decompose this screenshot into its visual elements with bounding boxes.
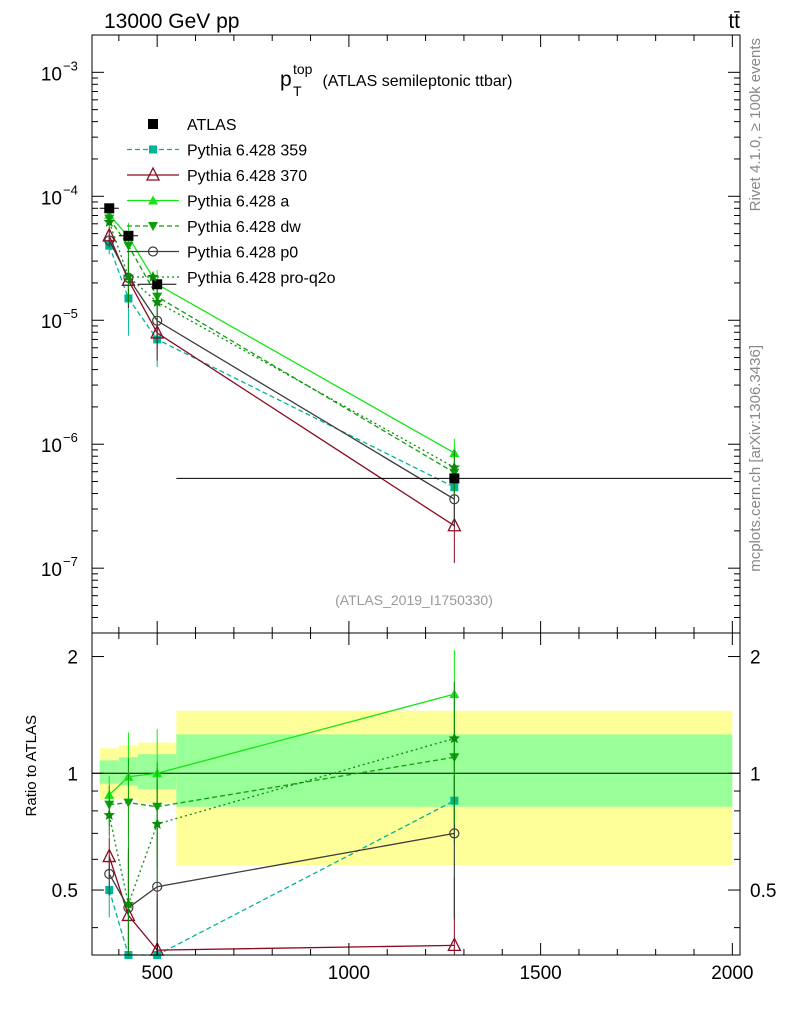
series-line [108,214,455,454]
series-ratio-line [108,693,455,796]
main-y-tick-label-base: 10 [41,560,62,581]
ratio-y-tick-label-right: 0.5 [750,881,776,902]
main-y-tick-label-exponent: −4 [63,182,78,197]
series-marker [151,818,163,829]
series-ratio-line [108,737,455,907]
band-inner-bin [99,760,119,784]
series-marker [103,216,115,227]
x-tick-label: 1500 [519,963,561,984]
series-line [108,221,455,468]
title-description: (ATLAS semileptonic ttbar) [318,73,512,90]
legend-label: Pythia 6.428 359 [187,143,307,160]
legend-entry: Pythia 6.428 pro-q2o [127,270,336,287]
series-marker [122,898,135,909]
legend-label: Pythia 6.428 370 [187,168,307,185]
data-marker [104,203,115,214]
series-marker [122,270,135,282]
main-y-tick-label-base: 10 [41,312,62,333]
data-marker [449,473,460,484]
series-marker [449,828,460,839]
ratio-plot-frame [91,632,741,956]
legend-entry: Pythia 6.428 dw [127,219,301,236]
series-marker [148,222,158,231]
main-y-tick-label-exponent: −6 [63,430,78,445]
legend: ATLAS Pythia 6.428 359 Pythia 6.428 370 Pyt… [127,117,336,287]
main-y-tick-label-base: 10 [41,188,62,209]
series-marker [147,246,159,257]
legend-label: Pythia 6.428 p0 [187,245,298,262]
data-marker [123,230,134,241]
legend-entry: ATLAS [148,117,237,134]
header-process-label: tt̄ [728,10,740,33]
x-tick-label: 2000 [711,963,753,984]
data-marker [148,119,158,129]
analysis-id-label: (ATLAS_2019_I1750330) [335,592,493,608]
series-marker [447,517,462,532]
series-ratio-line [109,756,455,808]
legend-label: Pythia 6.428 dw [187,219,301,236]
legend-entry: Pythia 6.428 p0 [127,245,298,262]
data-marker [152,279,163,290]
title-subscript: T [293,83,302,99]
ratio-y-tick-label-right: 1 [750,764,761,785]
legend-entry: Pythia 6.428 359 [127,143,307,160]
title-p: p [280,68,292,91]
legend-label: Pythia 6.428 pro-q2o [187,270,336,287]
series-ratio-line [108,832,455,909]
main-y-tick-label-base: 10 [41,64,62,85]
series-marker [147,271,159,282]
mcplots-label: mcplots.cern.ch [arXiv:1306.3436] [747,345,764,572]
ratio-y-tick-label-left: 1 [67,764,78,785]
series-marker [151,296,163,307]
ratio-axis-label: Ratio to ATLAS [23,715,40,816]
series-marker [104,235,115,246]
data-uncertainty-bands [99,710,733,866]
legend-entry: Pythia 6.428 370 [127,166,307,185]
series-marker [123,241,134,251]
series-ratio-5 [103,681,460,955]
plot-title: p top T (ATLAS semileptonic ttbar) [280,61,512,99]
title-superscript: top [293,61,313,77]
series-marker [447,936,462,952]
legend-label: Pythia 6.428 a [187,194,289,211]
ratio-y-tick-label-right: 2 [750,648,761,669]
series-line [108,245,455,488]
series-ratio-line [108,856,455,951]
main-y-tick-label-exponent: −5 [63,306,78,321]
series-line [108,240,455,500]
ratio-y-tick-label-left: 2 [67,648,78,669]
ratio-y-tick-label-left: 0.5 [52,881,78,902]
series-marker [448,732,460,744]
main-y-tick-label-exponent: −3 [63,58,78,73]
atlas-data-points [99,203,733,484]
series-marker [145,166,161,181]
header-energy-label: 13000 GeV pp [104,10,239,33]
legend-label: ATLAS [187,117,237,134]
main-y-tick-label-base: 10 [41,436,62,457]
series-layer [99,203,733,959]
series-marker [448,461,460,473]
series-main-5 [103,215,460,495]
main-y-tick-label-exponent: −7 [63,554,78,569]
series-marker [148,195,158,205]
series-marker [104,868,115,880]
series-marker [103,809,115,820]
x-tick-label: 1000 [328,963,370,984]
legend-entry: Pythia 6.428 a [127,194,289,211]
series-marker [123,798,134,808]
series-marker [149,145,157,154]
x-tick-label: 500 [141,963,173,984]
rivet-version-label: Rivet 4.1.0, ≥ 100k events [747,38,764,211]
